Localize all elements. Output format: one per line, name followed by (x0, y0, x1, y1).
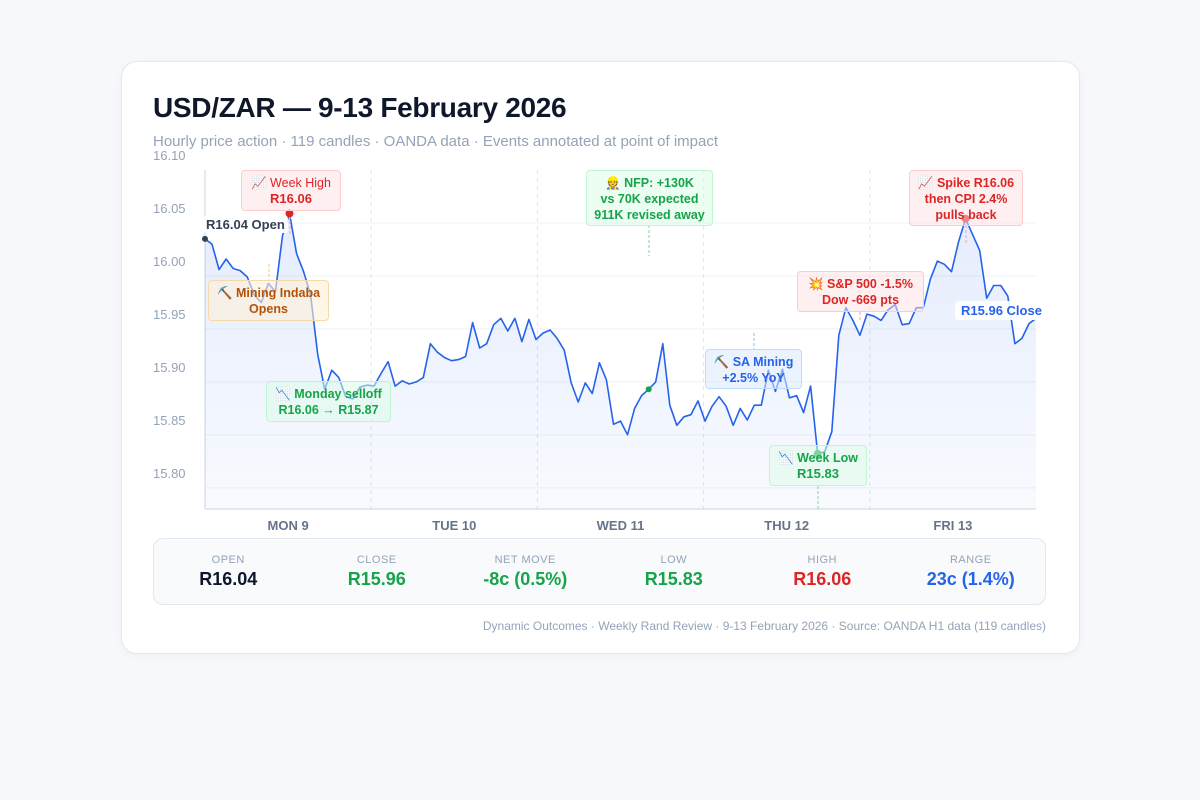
annotation-mining-indaba: ⛏️ Mining Indaba Opens (208, 280, 329, 321)
annotation-line: R16.06 → R15.87 (278, 403, 379, 417)
y-tick-label: 15.95 (153, 307, 186, 322)
annotation-nfp: 👷 NFP: +130K vs 70K expected 911K revise… (586, 170, 713, 226)
x-day-label: FRI 13 (933, 518, 972, 533)
annotation-monday-selloff: 📉 Monday selloff R16.06 → R15.87 (266, 381, 391, 422)
stat-label: RANGE (949, 554, 992, 566)
x-day-label: WED 11 (597, 518, 645, 533)
annotation-line: R16.06 (270, 191, 312, 206)
page-subtitle: Hourly price action · 119 candles · OAND… (153, 133, 719, 150)
annotation-line: vs 70K expected (600, 192, 699, 206)
price-area (205, 213, 1036, 509)
annotation-line: 💥 S&P 500 -1.5% (808, 277, 913, 291)
open-label: R16.04 Open (203, 216, 288, 233)
stats-panel: OPEN R16.04 CLOSE R15.96 NET MOVE -8c (0.5%… (153, 538, 1046, 605)
y-tick-label: 16.00 (153, 254, 186, 269)
annotation-line: Opens (249, 302, 288, 316)
x-day-label: MON 9 (268, 518, 309, 533)
y-tick-label: 16.05 (153, 201, 186, 216)
marker-week-high (285, 209, 294, 218)
stat-value: R16.04 (199, 569, 258, 589)
annotation-sp500: 💥 S&P 500 -1.5% Dow -669 pts (797, 271, 924, 312)
annotation-line: 📉 Week Low (778, 451, 858, 465)
annotation-line: 📈 Week High (251, 176, 331, 190)
annotation-week-low: 📉 Week Low R15.83 (769, 445, 867, 486)
stat-net-move: NET MOVE -8c (0.5%) (451, 539, 600, 604)
annotation-line: 911K revised away (594, 208, 705, 222)
stat-label: HIGH (807, 554, 837, 566)
annotation-line: 📉 Monday selloff (275, 387, 382, 401)
annotation-line: then CPI 2.4% (924, 192, 1008, 206)
marker-open (202, 235, 208, 242)
annotation-sa-mining: ⛏️ SA Mining +2.5% YoY (705, 349, 802, 389)
stat-label: NET MOVE (494, 554, 556, 566)
y-tick-label: 15.80 (153, 466, 186, 481)
annotation-line: R15.83 (797, 466, 839, 481)
stat-value: R15.96 (347, 569, 406, 589)
stat-value: 23c (1.4%) (926, 569, 1015, 589)
stat-range: RANGE 23c (1.4%) (897, 539, 1046, 604)
y-tick-label: 16.10 (153, 148, 186, 163)
annotation-line: ⛏️ SA Mining (713, 355, 794, 369)
stat-value: -8c (0.5%) (483, 569, 568, 589)
stat-open: OPEN R16.04 (154, 539, 303, 604)
close-label: R15.96 Close (955, 301, 1048, 320)
x-day-label: THU 12 (764, 518, 809, 533)
y-tick-label: 15.90 (153, 360, 186, 375)
stat-label: OPEN (211, 554, 245, 566)
stat-label: CLOSE (356, 554, 397, 566)
annotation-line: 📈 Spike R16.06 (917, 176, 1015, 190)
x-day-label: TUE 10 (432, 518, 476, 533)
stat-high: HIGH R16.06 (748, 539, 897, 604)
annotation-week-high: 📈 Week High R16.06 (241, 170, 341, 211)
annotation-line: 👷 NFP: +130K (605, 176, 694, 190)
stat-low: LOW R15.83 (600, 539, 749, 604)
annotation-spike: 📈 Spike R16.06 then CPI 2.4% pulls back (909, 170, 1023, 226)
page-title: USD/ZAR — 9-13 February 2026 (153, 92, 567, 123)
annotation-line: ⛏️ Mining Indaba (216, 286, 321, 300)
footer-source: Dynamic Outcomes · Weekly Rand Review · … (482, 619, 1046, 633)
stat-label: LOW (660, 554, 688, 566)
annotation-line: +2.5% YoY (722, 371, 785, 385)
y-tick-label: 15.85 (153, 413, 186, 428)
stat-value: R15.83 (644, 569, 703, 589)
annotation-line: pulls back (935, 208, 997, 222)
marker-nfp (645, 386, 652, 393)
stat-close: CLOSE R15.96 (303, 539, 452, 604)
stat-value: R16.06 (793, 569, 852, 589)
annotation-line: Dow -669 pts (821, 293, 900, 307)
